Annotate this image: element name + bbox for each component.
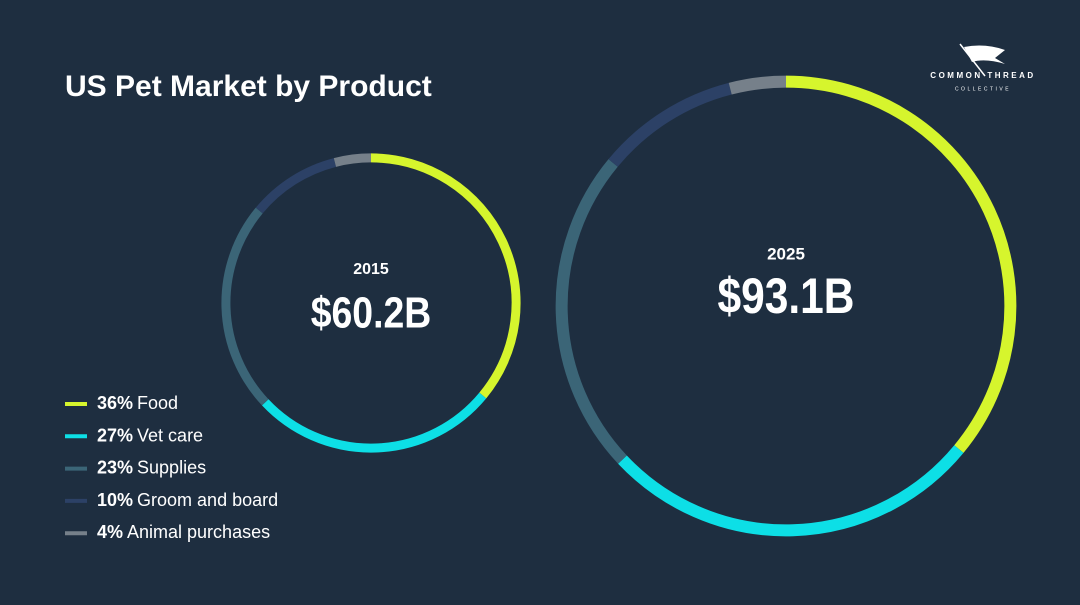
chart-title: US Pet Market by Product — [65, 70, 432, 103]
legend-entry: 27% Vet care — [97, 425, 203, 445]
legend-percent: 4% — [97, 522, 123, 542]
legend-label: Food — [137, 393, 178, 413]
legend-entry: 36% Food — [97, 393, 178, 413]
legend-label: Supplies — [137, 457, 206, 477]
ring-segment — [255, 158, 337, 214]
legend-percent: 36% — [97, 393, 133, 413]
logo-flag — [964, 45, 1005, 64]
legend-entry: 23% Supplies — [97, 457, 206, 477]
legend-entry: 10% Groom and board — [97, 490, 278, 510]
ring-segment — [333, 153, 372, 167]
ring-segment — [618, 445, 964, 537]
ring-segment — [221, 207, 269, 406]
logo-sub: COLLECTIVE — [955, 86, 1011, 92]
legend-label: Vet care — [137, 425, 203, 445]
legend-percent: 27% — [97, 425, 133, 445]
ring-segment — [370, 153, 521, 399]
ring-segment — [608, 82, 732, 167]
ring-total: $60.2B — [311, 288, 432, 338]
ring-segment — [555, 159, 627, 464]
legend-percent: 23% — [97, 457, 133, 477]
legend-entry: 4% Animal purchases — [97, 522, 270, 542]
logo: COMMON THREAD COLLECTIVE — [930, 43, 1035, 92]
ring-total: $93.1B — [717, 268, 854, 324]
ring-segment — [728, 75, 787, 95]
legend-label: Animal purchases — [127, 522, 270, 542]
ring-segment — [785, 75, 1017, 453]
legend-percent: 10% — [97, 490, 133, 510]
legend-label: Groom and board — [137, 490, 278, 510]
ring-year: 2025 — [767, 244, 805, 263]
logo-name: COMMON THREAD — [930, 71, 1035, 80]
ring-year: 2015 — [353, 261, 389, 278]
ring-segment — [261, 392, 487, 453]
